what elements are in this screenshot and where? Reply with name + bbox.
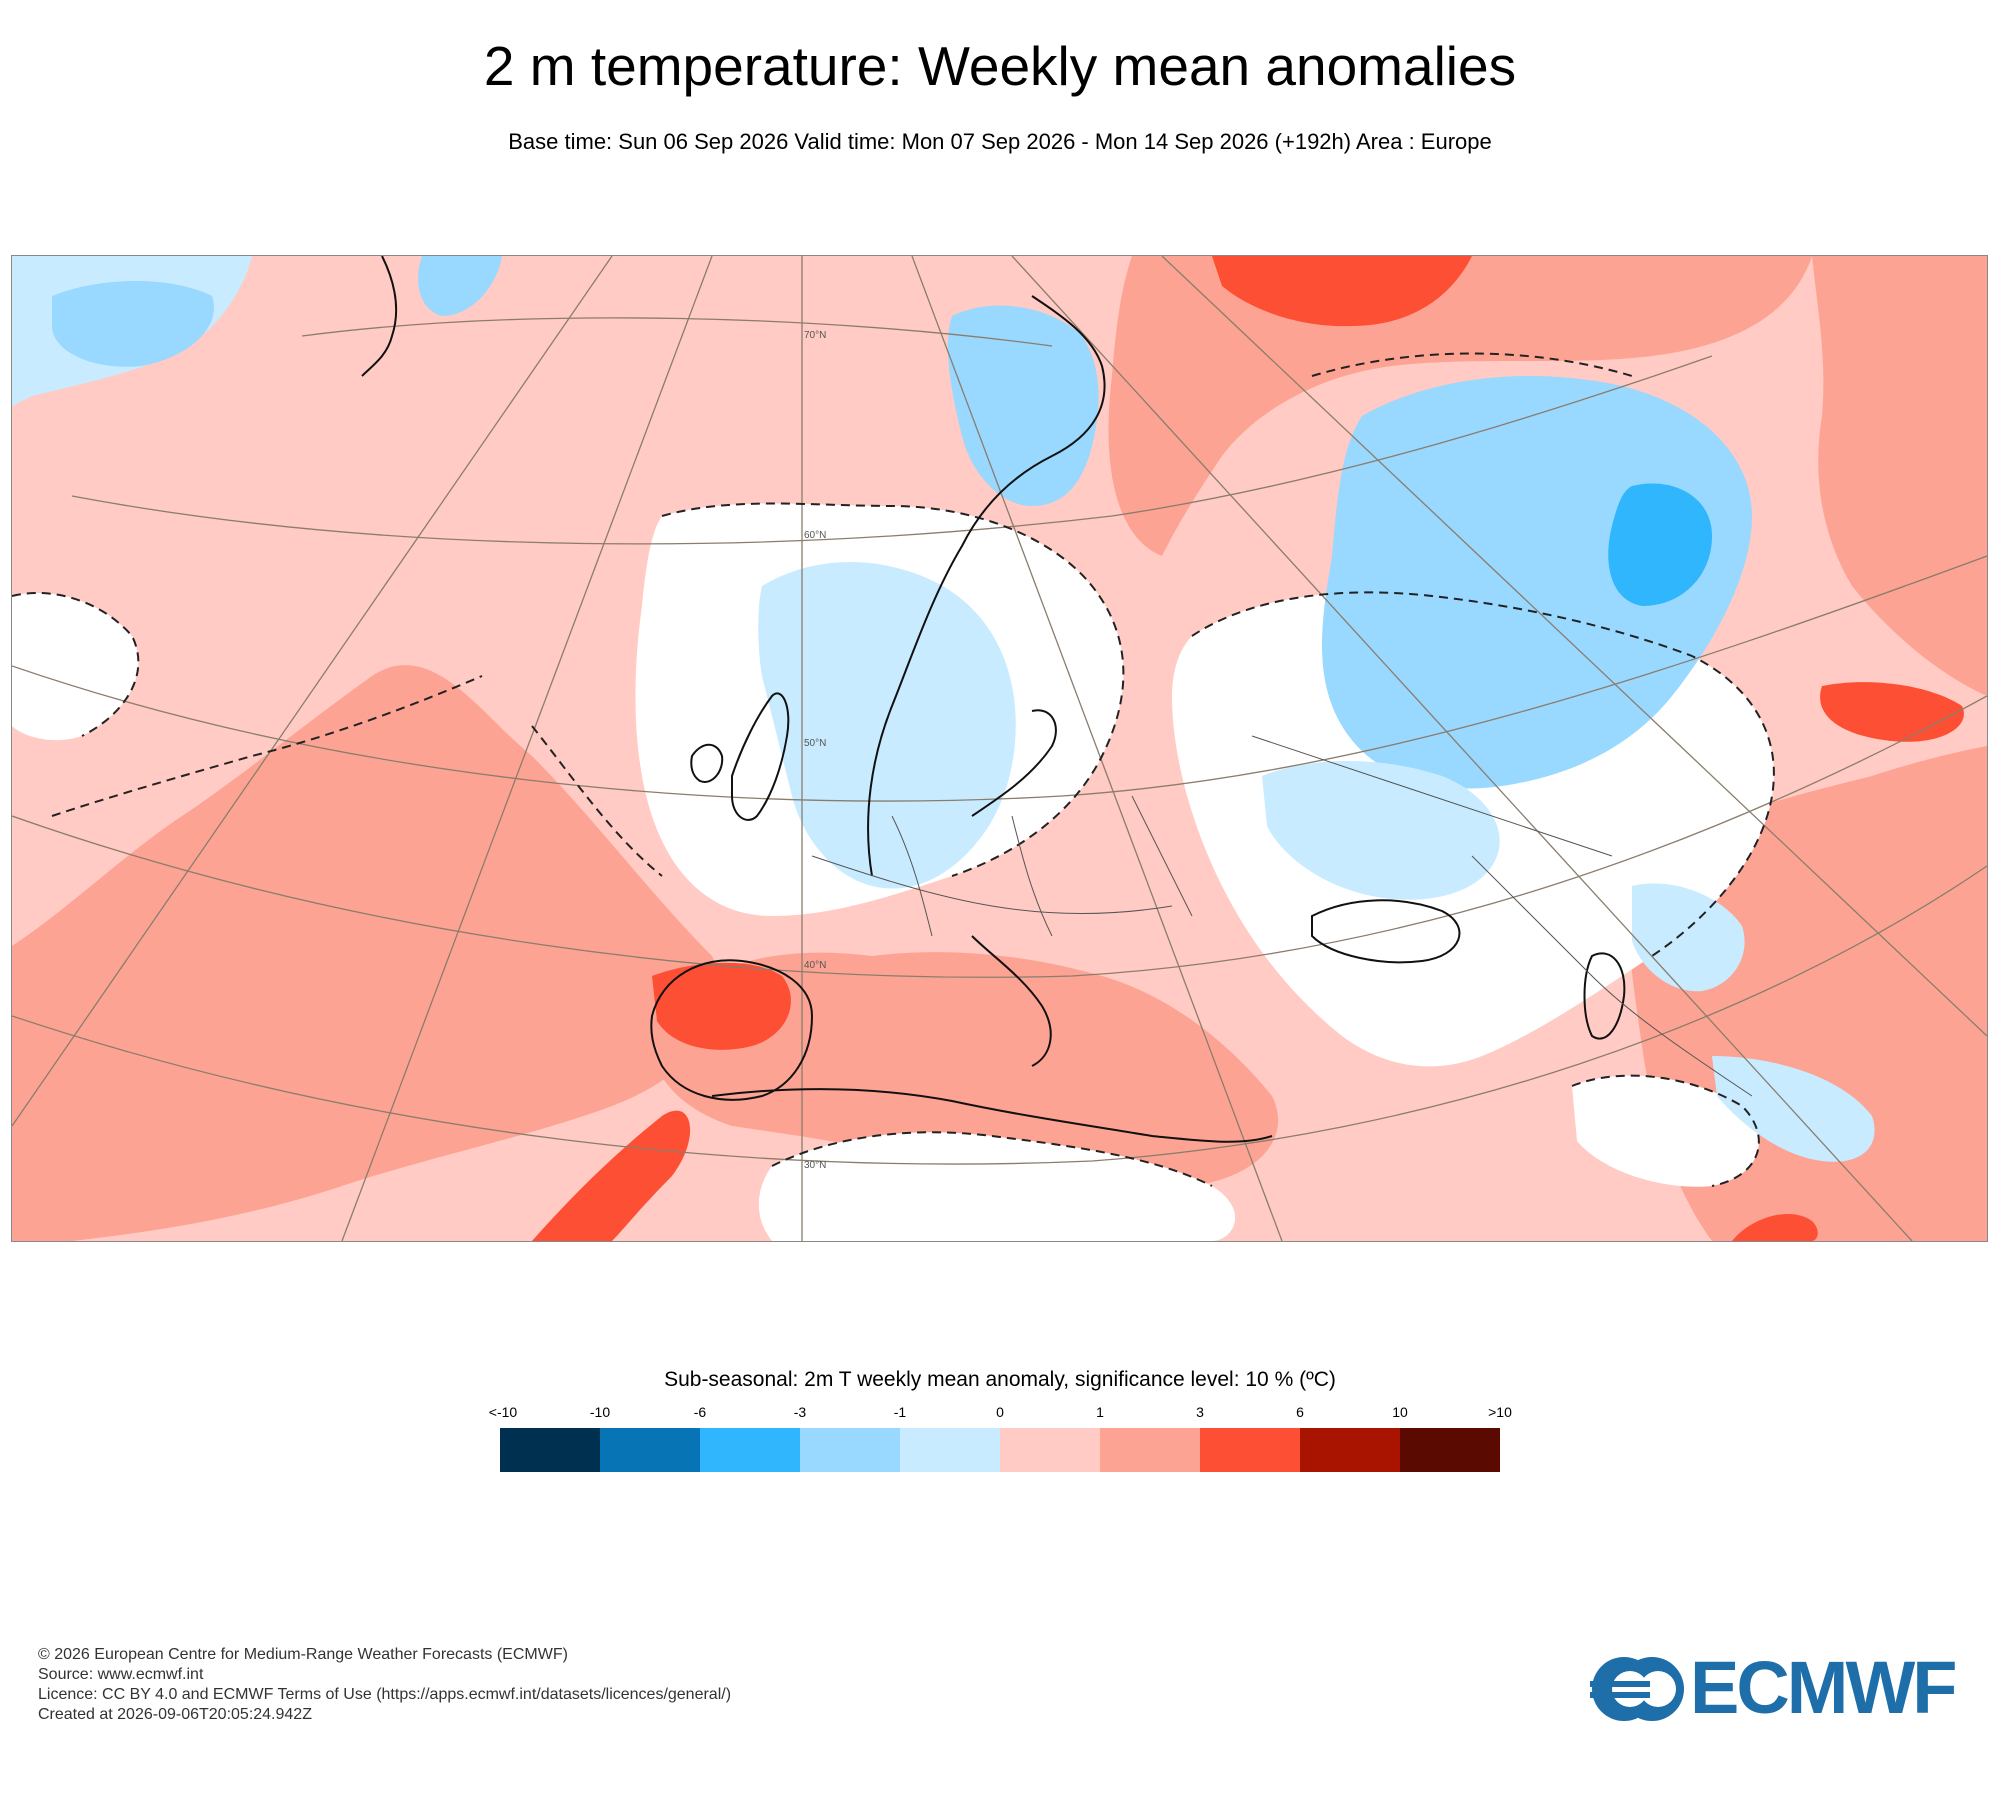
coast-greenland xyxy=(361,256,398,377)
cold-region-greenland-core xyxy=(52,281,214,367)
borders xyxy=(811,735,1753,1097)
lat-label-40: 40°N xyxy=(804,960,826,971)
legend-tick: >10 xyxy=(1488,1404,1512,1420)
cold-region-iran xyxy=(1712,1056,1875,1162)
coast-med-south xyxy=(711,1088,1273,1143)
cold-region-scandinavia xyxy=(758,562,1016,889)
significance-contours xyxy=(12,352,1775,1187)
footer-copyright: © 2026 European Centre for Medium-Range … xyxy=(38,1646,568,1663)
neutral-atlantic-north xyxy=(12,592,139,741)
warm-region-northeast xyxy=(1812,256,1987,696)
coast-uk xyxy=(731,692,790,821)
legend-swatch-8 xyxy=(1300,1428,1400,1472)
coast-black-sea xyxy=(1311,899,1461,964)
cold-region-russia xyxy=(1322,376,1752,789)
cold-region-turkey xyxy=(1632,883,1745,992)
legend-swatch-5 xyxy=(1000,1428,1100,1472)
strong-warm-arctic xyxy=(1212,256,1472,327)
latitude-labels: 70°N 60°N 50°N 40°N 30°N xyxy=(804,330,826,1171)
cold-region-russia-core xyxy=(1608,483,1712,606)
legend-tick: -10 xyxy=(589,1404,611,1420)
coast-iberia xyxy=(650,959,814,1101)
footer-source: Source: www.ecmwf.int xyxy=(38,1666,204,1683)
anomaly-map[interactable]: 70°N 60°N 50°N 40°N 30°N xyxy=(11,255,1988,1242)
ecmwf-logo-icon xyxy=(1590,1657,1684,1721)
legend-swatch-4 xyxy=(900,1428,1000,1472)
legend-swatch-6 xyxy=(1100,1428,1200,1472)
strong-warm-iberia xyxy=(652,962,791,1050)
legend-swatch-1 xyxy=(600,1428,700,1472)
footer-created: Created at 2026-09-06T20:05:24.942Z xyxy=(38,1706,312,1723)
ecmwf-logo: ECMWF xyxy=(1590,1649,1960,1727)
footer-credits: © 2026 European Centre for Medium-Range … xyxy=(38,1645,731,1725)
neutral-caucasus xyxy=(1572,1075,1759,1187)
coast-baltic xyxy=(971,709,1057,817)
legend-tick: -1 xyxy=(893,1404,907,1420)
coast-italy xyxy=(971,935,1052,1067)
graticule xyxy=(12,256,1987,1241)
legend-colorbar xyxy=(500,1428,1500,1472)
legend-swatch-9 xyxy=(1400,1428,1500,1472)
legend-tick: 6 xyxy=(1296,1404,1304,1420)
cold-region-svalbard xyxy=(418,256,502,316)
footer-licence: Licence: CC BY 4.0 and ECMWF Terms of Us… xyxy=(38,1686,732,1703)
lat-label-60: 60°N xyxy=(804,530,826,541)
coastlines xyxy=(361,256,1626,1143)
cold-region-scandinavia-core xyxy=(947,305,1099,506)
lat-label-50: 50°N xyxy=(804,738,826,749)
legend-tick: -6 xyxy=(693,1404,707,1420)
legend-tick: <-10 xyxy=(488,1404,518,1420)
strong-warm-south-east xyxy=(1732,1213,1818,1241)
strong-warm-africa xyxy=(532,1110,691,1241)
coast-ireland xyxy=(690,743,724,783)
page-title: 2 m temperature: Weekly mean anomalies xyxy=(483,35,1517,97)
legend-swatch-2 xyxy=(700,1428,800,1472)
ecmwf-logo-text: ECMWF xyxy=(1690,1646,1957,1729)
coast-scandinavia xyxy=(867,295,1106,877)
warm-region-atlantic xyxy=(12,665,721,1241)
legend-tick: 0 xyxy=(996,1404,1004,1420)
legend-swatch-3 xyxy=(800,1428,900,1472)
legend-swatch-0 xyxy=(500,1428,600,1472)
legend-tick: 3 xyxy=(1196,1404,1204,1420)
lat-label-30: 30°N xyxy=(804,1160,826,1171)
legend-tick: 1 xyxy=(1096,1404,1104,1420)
lat-label-70: 70°N xyxy=(804,330,826,341)
legend-tick: -3 xyxy=(793,1404,807,1420)
warm-region-arctic xyxy=(1108,256,1812,556)
cold-region-ukraine xyxy=(1262,761,1500,900)
legend-tick: 10 xyxy=(1392,1404,1408,1420)
legend-swatch-7 xyxy=(1200,1428,1300,1472)
legend-title: Sub-seasonal: 2m T weekly mean anomaly, … xyxy=(664,1368,1336,1391)
page-subtitle: Base time: Sun 06 Sep 2026 Valid time: M… xyxy=(508,129,1492,154)
coast-caspian xyxy=(1583,952,1626,1040)
